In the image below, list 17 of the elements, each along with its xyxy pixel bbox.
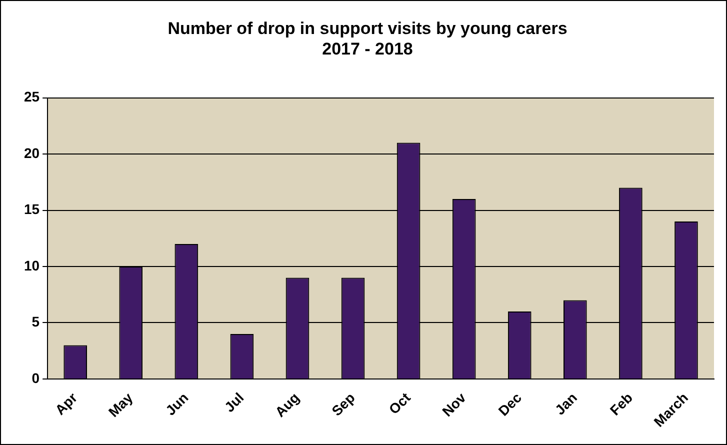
x-tick-label: Feb: [606, 389, 636, 418]
y-tick-label: 15: [24, 201, 40, 218]
y-tick-label: 5: [32, 314, 40, 330]
x-tick-label: Jul: [221, 389, 247, 416]
y-tick-label: 0: [32, 370, 40, 386]
x-tick-label: Aug: [272, 389, 302, 420]
x-tick-label: Dec: [495, 389, 525, 419]
y-tick-label: 20: [24, 144, 40, 161]
x-tick-label: Jun: [162, 389, 192, 418]
x-tick-label: Oct: [386, 389, 414, 418]
x-tick-label: Sep: [328, 389, 358, 419]
chart-title: Number of drop in support visits by young carers 2017 - 2018: [168, 18, 568, 58]
x-tick-label: Apr: [52, 389, 81, 418]
y-tick-label: 25: [24, 88, 40, 105]
x-tick-label: Nov: [438, 389, 470, 420]
x-tick-label: Jan: [552, 389, 580, 418]
y-tick-label: 10: [24, 257, 40, 274]
